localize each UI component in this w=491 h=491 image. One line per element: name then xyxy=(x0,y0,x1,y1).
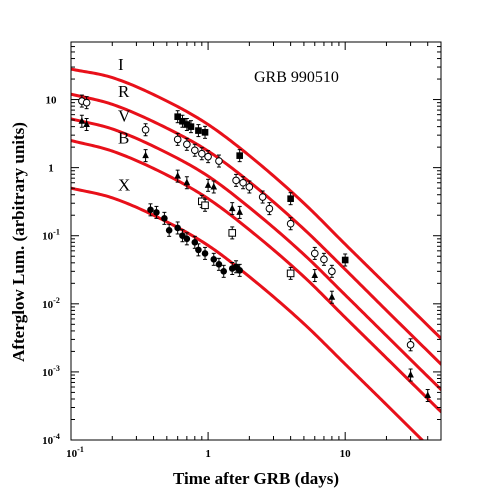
data-point-x xyxy=(236,263,243,277)
data-point-v xyxy=(83,118,90,132)
data-point-i xyxy=(341,253,349,267)
data-point-i xyxy=(183,118,191,132)
data-point-r xyxy=(245,180,254,194)
y-tick-label: 10 xyxy=(46,95,58,107)
data-point-v xyxy=(210,180,218,194)
data-point-r xyxy=(173,132,182,146)
data-point-v xyxy=(228,202,236,216)
y-tick-label: 1 xyxy=(48,163,54,175)
data-point-x xyxy=(201,246,209,260)
data-point-r xyxy=(310,246,319,260)
data-point-x xyxy=(220,264,228,278)
data-point-i xyxy=(187,120,195,134)
data-point-r xyxy=(198,147,206,161)
data-point-i xyxy=(236,149,243,163)
model-curve-b xyxy=(71,139,441,414)
data-point-x xyxy=(153,205,160,219)
band-label-r: R xyxy=(118,82,130,101)
data-point-r xyxy=(328,264,336,278)
data-point-r xyxy=(239,176,247,190)
data-point-x xyxy=(195,243,202,257)
y-tick-label: 10-1 xyxy=(42,228,60,243)
data-point-v xyxy=(204,178,212,192)
data-point-v xyxy=(328,290,336,304)
y-axis-title: Afterglow Lum. (arbitrary units) xyxy=(9,122,28,362)
data-point-i xyxy=(174,110,181,124)
data-point-v xyxy=(311,269,319,283)
y-tick-label: 10-4 xyxy=(42,432,60,447)
y-tick-label: 10-2 xyxy=(42,296,60,311)
data-point-i xyxy=(195,124,202,138)
data-point-v xyxy=(174,169,181,183)
data-point-i xyxy=(201,125,209,139)
data-point-x xyxy=(161,211,168,225)
data-point-i xyxy=(287,192,294,206)
data-point-b xyxy=(228,226,237,240)
data-point-r xyxy=(232,173,240,187)
data-point-r xyxy=(191,143,199,157)
data-point-r xyxy=(204,150,212,164)
data-point-x xyxy=(210,252,218,266)
data-point-x xyxy=(215,257,223,271)
data-point-v xyxy=(142,149,149,163)
data-point-x xyxy=(165,223,173,237)
data-point-r xyxy=(141,123,150,137)
data-point-b xyxy=(201,198,209,212)
model-curve-x xyxy=(71,186,425,440)
band-label-v: V xyxy=(118,106,131,125)
model-curve-i xyxy=(71,67,441,340)
data-point-x xyxy=(174,221,181,235)
data-point-r xyxy=(183,137,191,151)
data-point-v xyxy=(183,176,191,190)
x-tick-label: 10 xyxy=(340,448,352,460)
data-point-x xyxy=(183,232,191,246)
annotation-text: GRB 990510 xyxy=(254,69,339,86)
data-point-r xyxy=(320,252,328,266)
x-tick-label: 10-1 xyxy=(66,445,84,460)
band-label-b: B xyxy=(118,129,129,148)
x-axis-title: Time after GRB (days) xyxy=(173,469,339,488)
data-point-v xyxy=(236,205,243,219)
data-point-v xyxy=(78,114,86,128)
band-label-i: I xyxy=(118,55,124,74)
data-point-b xyxy=(286,266,295,280)
data-point-r xyxy=(258,190,267,204)
data-point-v xyxy=(424,389,432,403)
data-point-r xyxy=(406,338,415,352)
data-point-r xyxy=(215,154,223,168)
plot-frame xyxy=(70,41,442,441)
data-point-x xyxy=(147,203,154,217)
data-point-v xyxy=(407,368,414,382)
model-curve-v xyxy=(71,117,441,392)
x-tick-label: 1 xyxy=(205,448,211,460)
data-point-r xyxy=(286,217,295,231)
data-point-r xyxy=(82,96,91,110)
data-point-r xyxy=(265,202,274,216)
band-label-x: X xyxy=(118,175,130,194)
y-tick-label: 10-3 xyxy=(42,364,60,379)
